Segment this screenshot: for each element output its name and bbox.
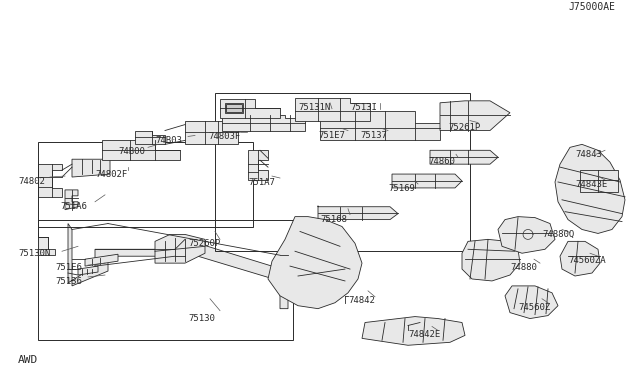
Polygon shape [555, 144, 625, 234]
Text: 74560ZA: 74560ZA [568, 256, 605, 265]
Text: 74560Z: 74560Z [518, 303, 550, 312]
Text: 74803F: 74803F [208, 132, 240, 141]
Text: 75130: 75130 [188, 314, 215, 323]
Polygon shape [225, 103, 243, 113]
Text: 74B03: 74B03 [155, 137, 182, 145]
Bar [215, 93, 470, 251]
Text: 74880: 74880 [510, 263, 537, 272]
Polygon shape [78, 266, 98, 275]
Polygon shape [185, 121, 238, 144]
Text: 74880Q: 74880Q [542, 230, 574, 238]
Polygon shape [248, 150, 268, 180]
Polygon shape [505, 286, 558, 318]
Text: 751E6: 751E6 [55, 263, 82, 272]
Text: 74842: 74842 [348, 296, 375, 305]
Polygon shape [392, 174, 462, 188]
Text: 74802F: 74802F [95, 170, 127, 179]
Polygon shape [560, 241, 600, 276]
Text: 75168: 75168 [320, 215, 347, 224]
Polygon shape [220, 99, 280, 118]
Text: J75000AE: J75000AE [568, 2, 615, 12]
Polygon shape [222, 115, 305, 131]
Text: 75130N: 75130N [18, 249, 51, 258]
Polygon shape [155, 234, 205, 263]
Polygon shape [85, 254, 118, 266]
Polygon shape [320, 111, 440, 140]
Polygon shape [65, 190, 78, 210]
Polygon shape [268, 217, 362, 309]
Text: 74842E: 74842E [408, 330, 440, 339]
Bar [38, 219, 293, 340]
Polygon shape [318, 206, 398, 219]
Polygon shape [102, 140, 180, 160]
Text: 75169: 75169 [388, 184, 415, 193]
Text: AWD: AWD [18, 355, 38, 365]
Text: 751A6: 751A6 [60, 202, 87, 211]
Bar [38, 142, 253, 227]
Text: 75260P: 75260P [188, 240, 220, 248]
Polygon shape [38, 164, 62, 197]
Polygon shape [72, 159, 110, 177]
Polygon shape [135, 131, 165, 144]
Text: 75131N: 75131N [298, 103, 330, 112]
Polygon shape [430, 150, 498, 164]
Polygon shape [440, 101, 510, 131]
Polygon shape [295, 98, 370, 121]
Text: 74802: 74802 [18, 177, 45, 186]
Polygon shape [362, 317, 465, 345]
Polygon shape [226, 104, 242, 112]
Text: 75261P: 75261P [448, 123, 480, 132]
Text: 7513I: 7513I [350, 103, 377, 112]
Polygon shape [498, 217, 555, 253]
Polygon shape [68, 224, 288, 309]
Text: 74860: 74860 [428, 157, 455, 166]
Text: 74843E: 74843E [575, 180, 607, 189]
Text: 75137: 75137 [360, 131, 387, 140]
Text: 751A7: 751A7 [248, 178, 275, 187]
Polygon shape [580, 170, 618, 192]
Text: 75136: 75136 [55, 277, 82, 286]
Text: 751E7: 751E7 [318, 131, 345, 140]
Text: 74B00: 74B00 [118, 147, 145, 156]
Polygon shape [38, 234, 55, 255]
Text: 74843: 74843 [575, 150, 602, 159]
Polygon shape [462, 240, 520, 281]
